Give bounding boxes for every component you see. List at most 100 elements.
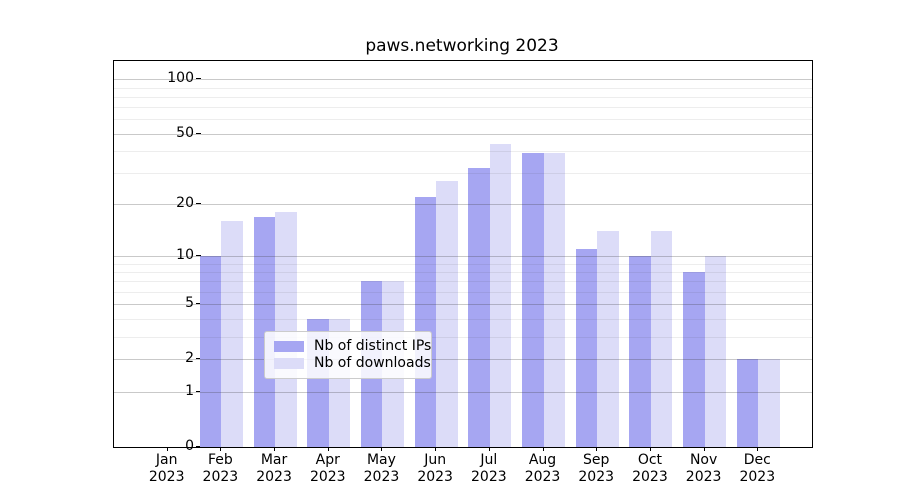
legend-entry-downloads: Nb of downloads: [274, 356, 431, 371]
x-tick-jun: [435, 447, 437, 451]
x-tick-jul: [488, 447, 490, 451]
y-tick-label-5: 5: [185, 295, 194, 312]
y-tick-5: [196, 303, 201, 305]
bar-downloads-sep: [597, 231, 619, 447]
minor-gridline-8: [114, 271, 812, 273]
x-tick-month: Dec: [743, 452, 771, 468]
minor-gridline-70: [114, 107, 812, 109]
legend-label-downloads: Nb of downloads: [314, 355, 431, 371]
minor-gridline-80: [114, 96, 812, 98]
y-tick-label-10: 10: [176, 246, 194, 263]
y-tick-2: [196, 358, 201, 360]
y-tick-1: [196, 390, 201, 392]
legend-entry-distinct-ips: Nb of distinct IPs: [274, 339, 431, 354]
y-tick-label-50: 50: [176, 124, 194, 141]
minor-gridline-7: [114, 281, 812, 283]
bar-distinct-ips-dec: [736, 359, 759, 447]
major-gridline-10: [114, 255, 812, 257]
y-tick-50: [196, 132, 201, 134]
bar-distinct-ips-nov: [683, 271, 705, 447]
bar-downloads-aug: [543, 153, 566, 447]
minor-gridline-6: [114, 291, 812, 293]
x-tick-mar: [274, 447, 276, 451]
x-tick-month: Feb: [207, 452, 233, 468]
bar-distinct-ips-oct: [629, 255, 651, 447]
minor-gridline-40: [114, 151, 812, 153]
x-tick-year: 2023: [363, 469, 400, 485]
major-gridline-2: [114, 359, 812, 361]
major-gridline-5: [114, 304, 812, 306]
bar-downloads-mar: [275, 212, 297, 447]
bar-distinct-ips-jul: [468, 168, 490, 447]
x-tick-year: 2023: [417, 469, 453, 485]
x-tick-year: 2023: [202, 469, 239, 485]
x-tick-may: [381, 447, 383, 451]
minor-gridline-3: [114, 336, 812, 338]
x-tick-month: Mar: [260, 452, 288, 468]
bar-distinct-ips-sep: [575, 249, 598, 447]
x-tick-label-aug: Aug 2023: [511, 452, 575, 486]
bar-downloads-dec: [758, 359, 780, 447]
x-tick-month: Jul: [480, 452, 498, 468]
bar-downloads-jul: [489, 143, 512, 447]
x-tick-label-feb: Feb 2023: [188, 452, 252, 486]
minor-gridline-60: [114, 119, 812, 121]
x-tick-month: Aug: [528, 452, 557, 468]
x-tick-month: Oct: [637, 452, 663, 468]
x-tick-apr: [327, 447, 329, 451]
x-tick-month: Nov: [689, 452, 718, 468]
y-tick-0: [196, 446, 201, 447]
x-tick-jan: [166, 447, 168, 451]
x-tick-year: 2023: [739, 469, 776, 485]
bar-distinct-ips-jun: [414, 197, 437, 447]
bar-distinct-ips-aug: [522, 153, 544, 447]
y-tick-label-1: 1: [185, 382, 194, 399]
y-tick-label-2: 2: [185, 350, 194, 367]
x-tick-year: 2023: [471, 469, 507, 485]
x-tick-year: 2023: [632, 469, 668, 485]
x-tick-month: Sep: [583, 452, 610, 468]
bar-downloads-oct: [650, 231, 673, 447]
x-tick-year: 2023: [309, 469, 346, 485]
x-tick-month: Jun: [424, 452, 447, 468]
major-gridline-20: [114, 204, 812, 206]
x-tick-feb: [220, 447, 222, 451]
legend-swatch-downloads: [274, 358, 304, 369]
legend-swatch-distinct-ips: [274, 341, 304, 352]
bar-downloads-feb: [221, 221, 243, 447]
y-tick-label-100: 100: [167, 70, 194, 87]
x-tick-label-mar: Mar 2023: [242, 452, 306, 486]
x-tick-label-jul: Jul 2023: [457, 452, 521, 486]
major-gridline-50: [114, 133, 812, 135]
x-tick-label-jan: Jan 2023: [135, 452, 199, 486]
y-tick-20: [196, 203, 201, 205]
major-gridline-100: [114, 79, 812, 81]
y-tick-100: [196, 78, 201, 80]
x-tick-dec: [757, 447, 759, 451]
x-tick-year: 2023: [148, 469, 185, 485]
x-tick-month: Jan: [155, 452, 178, 468]
x-tick-label-sep: Sep 2023: [564, 452, 628, 486]
x-tick-year: 2023: [524, 469, 561, 485]
x-tick-aug: [542, 447, 544, 451]
y-tick-label-20: 20: [176, 195, 194, 212]
x-tick-label-may: May 2023: [349, 452, 413, 486]
x-tick-sep: [596, 447, 598, 451]
minor-gridline-9: [114, 263, 812, 265]
bar-downloads-nov: [704, 255, 727, 447]
x-tick-label-oct: Oct 2023: [618, 452, 682, 486]
bar-distinct-ips-feb: [199, 255, 222, 447]
y-tick-label-0: 0: [185, 438, 194, 454]
minor-gridline-4: [114, 318, 812, 320]
plot-area: [113, 60, 813, 448]
legend: Nb of distinct IPs Nb of downloads: [264, 331, 432, 379]
x-tick-year: 2023: [256, 469, 292, 485]
y-tick-10: [196, 254, 201, 256]
x-tick-oct: [649, 447, 651, 451]
x-tick-month: Apr: [315, 452, 340, 468]
major-gridline-1: [114, 391, 812, 393]
legend-label-distinct-ips: Nb of distinct IPs: [314, 338, 432, 354]
x-tick-month: May: [366, 452, 396, 468]
x-tick-label-dec: Dec 2023: [725, 452, 789, 486]
